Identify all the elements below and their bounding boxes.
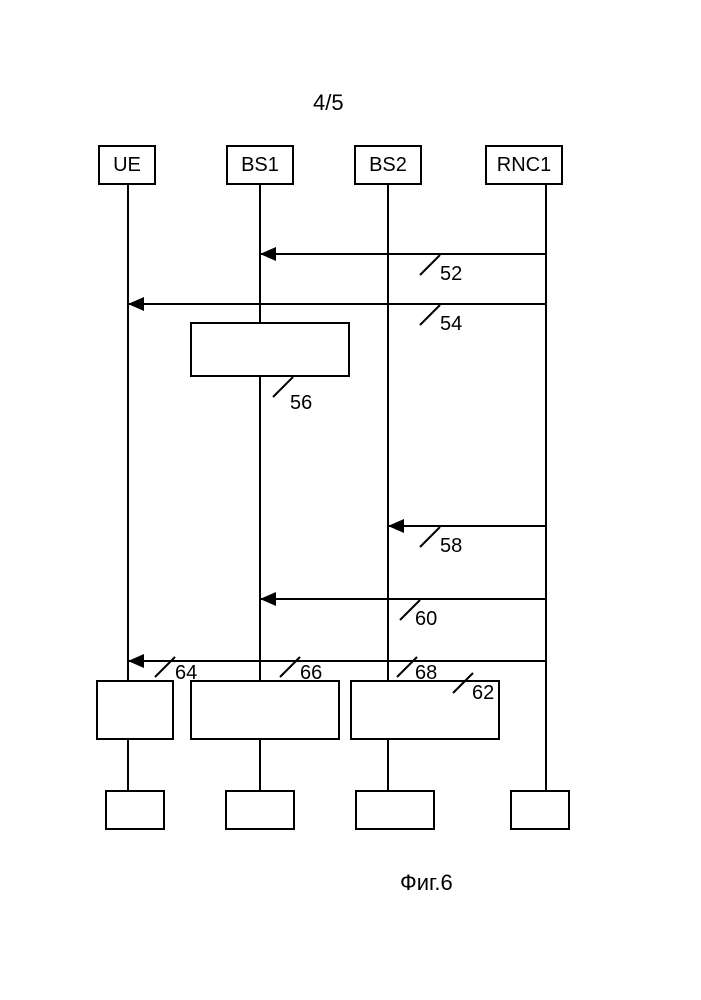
arrow-58 [388, 525, 546, 527]
tick-60 [395, 595, 425, 625]
tick-54 [415, 300, 445, 330]
process-box-64 [96, 680, 174, 740]
tick-56 [268, 372, 298, 402]
tick-64 [150, 652, 180, 682]
process-box-66 [190, 680, 340, 740]
arrowhead-60 [260, 592, 276, 606]
node-rnc1-label: RNC1 [497, 154, 551, 177]
arrowhead-52 [260, 247, 276, 261]
lifeline-rnc1 [545, 185, 547, 790]
node-ue-label: UE [113, 154, 141, 177]
arrow-54 [128, 303, 546, 305]
tick-68 [392, 652, 422, 682]
page-number: 4/5 [313, 90, 344, 116]
arrow-52 [260, 253, 546, 255]
node-ue: UE [98, 145, 156, 185]
node-bs1: BS1 [226, 145, 294, 185]
tick-62 [448, 668, 478, 698]
terminal-bs2 [355, 790, 435, 830]
node-rnc1: RNC1 [485, 145, 563, 185]
figure-caption: Фиг.6 [400, 870, 453, 896]
tick-52 [415, 250, 445, 280]
terminal-rnc1 [510, 790, 570, 830]
node-bs1-label: BS1 [241, 154, 279, 177]
process-box-56 [190, 322, 350, 377]
terminal-bs1 [225, 790, 295, 830]
arrowhead-58 [388, 519, 404, 533]
node-bs2: BS2 [354, 145, 422, 185]
arrowhead-54 [128, 297, 144, 311]
terminal-ue [105, 790, 165, 830]
node-bs2-label: BS2 [369, 154, 407, 177]
tick-66 [275, 652, 305, 682]
arrowhead-62 [128, 654, 144, 668]
tick-58 [415, 522, 445, 552]
